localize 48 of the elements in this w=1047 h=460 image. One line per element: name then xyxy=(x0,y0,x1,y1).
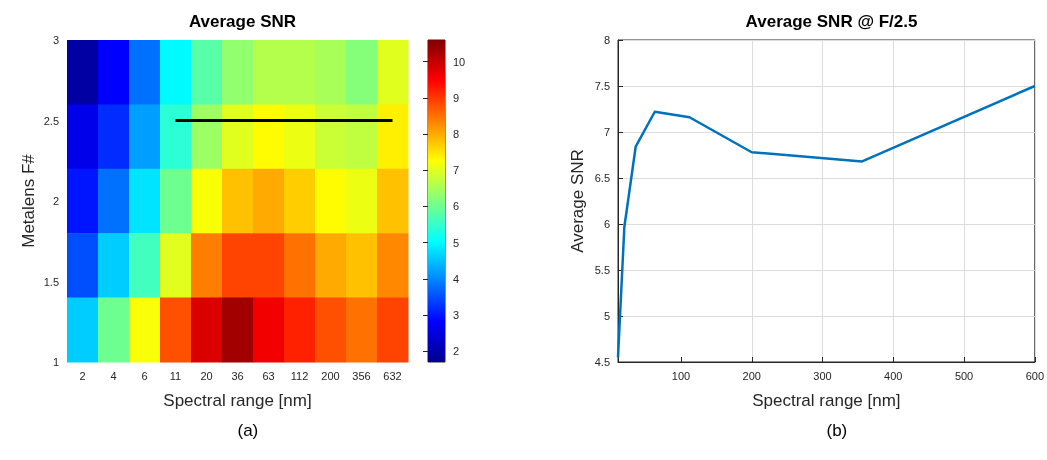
y-tick-label: 2 xyxy=(52,195,59,207)
y-axis-title: Average SNR xyxy=(568,149,587,253)
y-tick-label: 3 xyxy=(52,34,59,46)
chart-title: Average SNR @ F/2.5 xyxy=(745,12,918,31)
y-tick-label: 1 xyxy=(52,356,59,368)
x-tick-label: 112 xyxy=(290,369,309,382)
y-tick-label: 5.5 xyxy=(594,264,610,276)
x-tick-label: 200 xyxy=(742,369,761,382)
y-tick-label: 6 xyxy=(603,218,610,230)
y-tick-label: 5 xyxy=(603,310,610,322)
y-tick-label: 2.5 xyxy=(43,114,59,127)
x-tick-label: 400 xyxy=(884,369,903,382)
y-tick-label: 6.5 xyxy=(594,172,610,184)
chart-title: Average SNR xyxy=(188,12,297,31)
x-axis-title: Spectral range [nm] xyxy=(163,391,312,410)
x-tick-label: 11 xyxy=(169,369,182,382)
color-bar-label: 9 xyxy=(453,91,460,104)
x-tick-label: 20 xyxy=(200,369,213,382)
x-tick-label: 200 xyxy=(321,369,340,382)
y-tick-label: 8 xyxy=(603,34,610,46)
x-axis-title: Spectral range [nm] xyxy=(752,391,901,410)
color-bar-label: 7 xyxy=(453,164,460,177)
x-tick-label: 300 xyxy=(813,369,832,382)
x-tick-label: 2 xyxy=(79,369,86,382)
x-tick-label: 600 xyxy=(1025,369,1044,382)
color-bar-label: 2 xyxy=(453,345,460,358)
color-bar-label: 6 xyxy=(453,200,460,213)
color-bar-label: 5 xyxy=(453,236,460,249)
color-bar-label: 4 xyxy=(453,272,460,285)
x-tick-label: 632 xyxy=(383,369,402,382)
y-tick-label: 7 xyxy=(603,126,610,138)
x-tick-label: 63 xyxy=(262,369,275,382)
color-bar-label: 3 xyxy=(453,308,460,321)
color-bar-label: 8 xyxy=(453,128,460,141)
y-tick-label: 4.5 xyxy=(594,356,610,368)
color-bar-label: 10 xyxy=(453,55,466,68)
x-tick-label: 100 xyxy=(671,369,691,382)
y-tick-label: 1.5 xyxy=(43,275,59,288)
x-tick-label: 500 xyxy=(954,369,974,382)
y-tick-label: 7.5 xyxy=(594,80,610,92)
line-series xyxy=(616,84,1037,359)
x-tick-label: 36 xyxy=(231,369,244,382)
x-tick-label: 356 xyxy=(352,369,371,382)
text: (a) xyxy=(237,421,259,440)
y-axis-title: Metalens F# xyxy=(19,153,38,248)
x-tick-label: 6 xyxy=(141,369,148,382)
x-tick-label: 4 xyxy=(110,369,117,382)
text: (b) xyxy=(826,421,848,440)
